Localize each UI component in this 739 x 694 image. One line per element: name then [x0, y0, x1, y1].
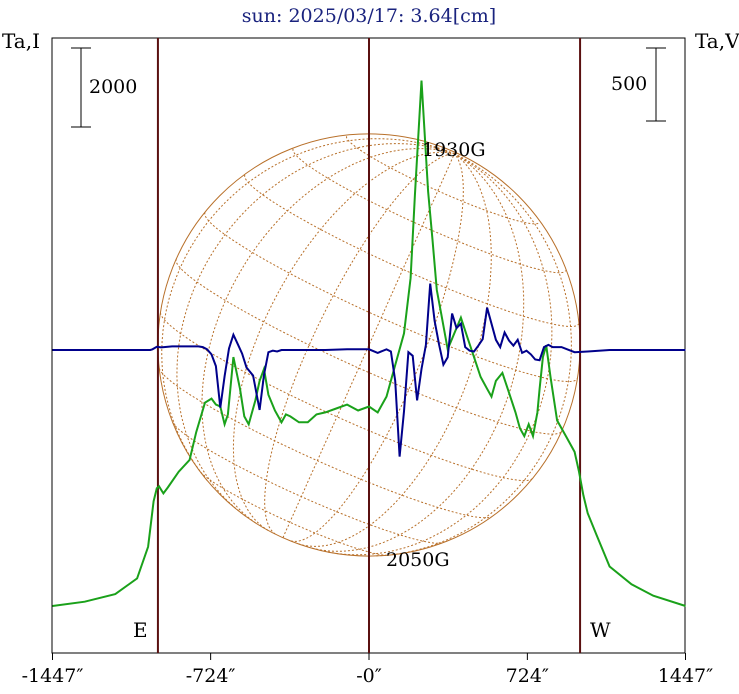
chart-title: sun: 2025/03/17: 3.64[cm] — [242, 5, 496, 27]
latitude-line — [345, 136, 540, 225]
x-axis-ticks: -1447″ -724″ -0″ 724″ 1447″ — [22, 653, 713, 687]
longitude-line — [298, 153, 492, 547]
longitude-line — [232, 151, 455, 531]
latitude-line — [160, 312, 533, 482]
right-scale-bar: 500 — [611, 47, 666, 122]
longitude-line — [312, 153, 525, 552]
min-field-annotation: 2050G — [386, 549, 450, 571]
right-axis-label: Ta,V — [695, 29, 739, 53]
x-tick-label: -724″ — [186, 665, 236, 687]
stokes-v-line — [52, 283, 686, 457]
latitude-line — [158, 368, 492, 519]
latitude-line — [175, 258, 563, 435]
longitude-line — [282, 153, 455, 538]
east-label: E — [133, 618, 148, 642]
solar-disk-grid — [157, 133, 581, 557]
left-axis-label: Ta,I — [2, 29, 40, 53]
left-scale-bar: 2000 — [71, 47, 137, 128]
right-scale-label: 500 — [611, 73, 647, 95]
longitude-line — [201, 148, 455, 524]
x-tick-label: -0″ — [356, 665, 382, 687]
latitude-line — [200, 471, 387, 556]
longitude-line — [176, 143, 455, 514]
limb-lines — [156, 38, 582, 653]
west-label: W — [590, 618, 611, 642]
x-tick-label: 1447″ — [658, 665, 713, 687]
stokes-i-line — [52, 80, 686, 607]
longitude-line — [290, 153, 464, 542]
longitude-line — [161, 138, 455, 481]
x-tick-label: 724″ — [506, 665, 549, 687]
longitude-line — [264, 153, 455, 535]
left-scale-label: 2000 — [89, 76, 137, 98]
x-tick-label: -1447″ — [22, 665, 84, 687]
max-field-annotation: 1930G — [422, 139, 486, 161]
longitude-line — [328, 153, 553, 556]
